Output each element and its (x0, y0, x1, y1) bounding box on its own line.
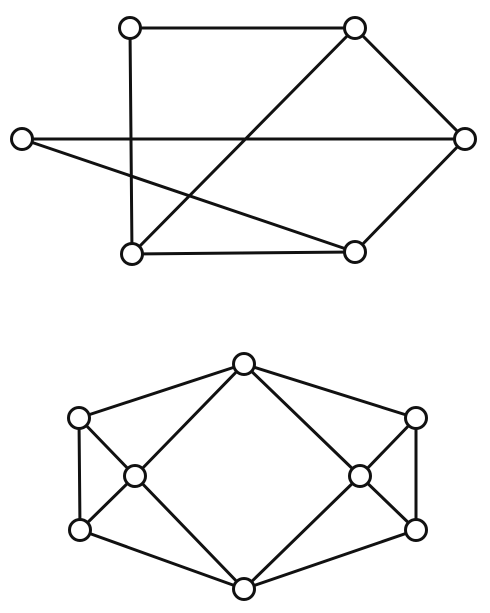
graph-top (10, 16, 477, 266)
edge-left-top-left-bottom (77, 416, 82, 532)
node-d (343, 240, 367, 264)
node-right-bottom (404, 518, 428, 542)
node-left-top (67, 406, 91, 430)
edge-right-mid-right-bottom (358, 474, 418, 532)
edge-top-right-top (242, 362, 418, 420)
edge-d-e (130, 250, 357, 256)
node-left-bottom (68, 518, 92, 542)
edge-c-d (353, 137, 467, 254)
edge-right-bottom-bottom (242, 528, 418, 591)
node-right-top (404, 406, 428, 430)
edge-top-left-mid (133, 362, 246, 478)
edge-b-e (130, 26, 357, 256)
edge-right-top-right-mid (358, 416, 418, 478)
graphs-layer (10, 16, 477, 601)
graph-bottom (67, 352, 428, 601)
node-f (10, 127, 34, 151)
node-b (343, 16, 367, 40)
edge-b-c (353, 26, 467, 141)
edge-left-top-left-mid (77, 416, 137, 478)
edge-e-a (128, 26, 134, 256)
node-c (453, 127, 477, 151)
node-top (232, 352, 256, 376)
node-right-mid (348, 464, 372, 488)
node-left-mid (123, 464, 147, 488)
edge-left-mid-bottom (133, 474, 246, 591)
edge-left-mid-left-bottom (78, 474, 137, 532)
edge-left-bottom-bottom (78, 528, 246, 591)
edge-top-right-mid (242, 362, 362, 478)
edge-top-left-top (77, 362, 246, 420)
node-e (120, 242, 144, 266)
node-a (118, 16, 142, 40)
edge-right-mid-bottom (242, 474, 362, 591)
node-bottom (232, 577, 256, 601)
